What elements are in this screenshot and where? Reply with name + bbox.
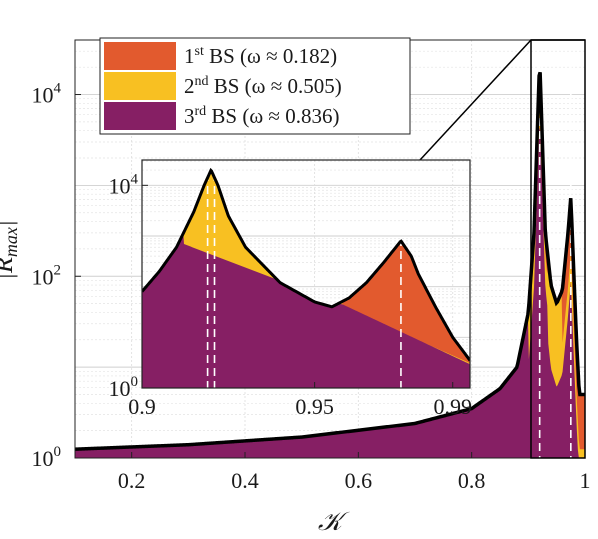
y-tick-label: 100 [109, 374, 139, 401]
area-3rd-bs [75, 127, 585, 458]
inset-frame [141, 159, 471, 389]
inset-areas [142, 170, 470, 388]
inset-x-ticks: 0.9 0.95 0.99 [128, 382, 472, 419]
legend-swatch-3rd [104, 102, 176, 130]
y-axis-label: |Rmax| [0, 220, 21, 280]
legend-label-2nd: 2nd BS (ω ≈ 0.505) [184, 74, 342, 98]
y-tick-label: 104 [32, 81, 62, 108]
inset-plot: 0.9 0.95 0.99 100 104 [109, 159, 472, 419]
main-areas [75, 72, 585, 458]
x-tick-label: 0.2 [118, 468, 146, 493]
inset-y-ticks: 100 104 [109, 171, 148, 401]
x-tick-label: 0.8 [458, 468, 486, 493]
x-tick-label: 0.6 [345, 468, 373, 493]
area-3rd-bs [142, 233, 470, 388]
x-tick-label: 0.99 [433, 394, 472, 419]
y-tick-label: 102 [32, 262, 62, 289]
x-tick-label: 0.95 [295, 394, 334, 419]
y-tick-label: 104 [109, 171, 139, 198]
main-x-ticks: 0.2 0.4 0.6 0.8 1 [118, 452, 591, 493]
legend: 1st BS (ω ≈ 0.182) 2nd BS (ω ≈ 0.505) 3r… [99, 37, 411, 135]
legend-swatch-2nd [104, 72, 176, 100]
main-envelope-line [75, 71, 585, 451]
main-y-ticks: 100 102 104 [32, 81, 81, 471]
legend-swatch-1st [104, 42, 176, 70]
y-tick-label: 100 [32, 444, 62, 471]
x-axis-label: 𝒦 [318, 507, 350, 536]
x-tick-label: 1 [580, 468, 591, 493]
x-tick-label: 0.9 [128, 394, 156, 419]
inset-envelope-line [142, 167, 470, 362]
legend-label-1st: 1st BS (ω ≈ 0.182) [184, 44, 337, 68]
inset-peak-markers [206, 160, 402, 388]
zoom-connector-line [419, 39, 532, 161]
x-tick-label: 0.4 [231, 468, 259, 493]
legend-label-3rd: 3rd BS (ω ≈ 0.836) [184, 104, 339, 128]
